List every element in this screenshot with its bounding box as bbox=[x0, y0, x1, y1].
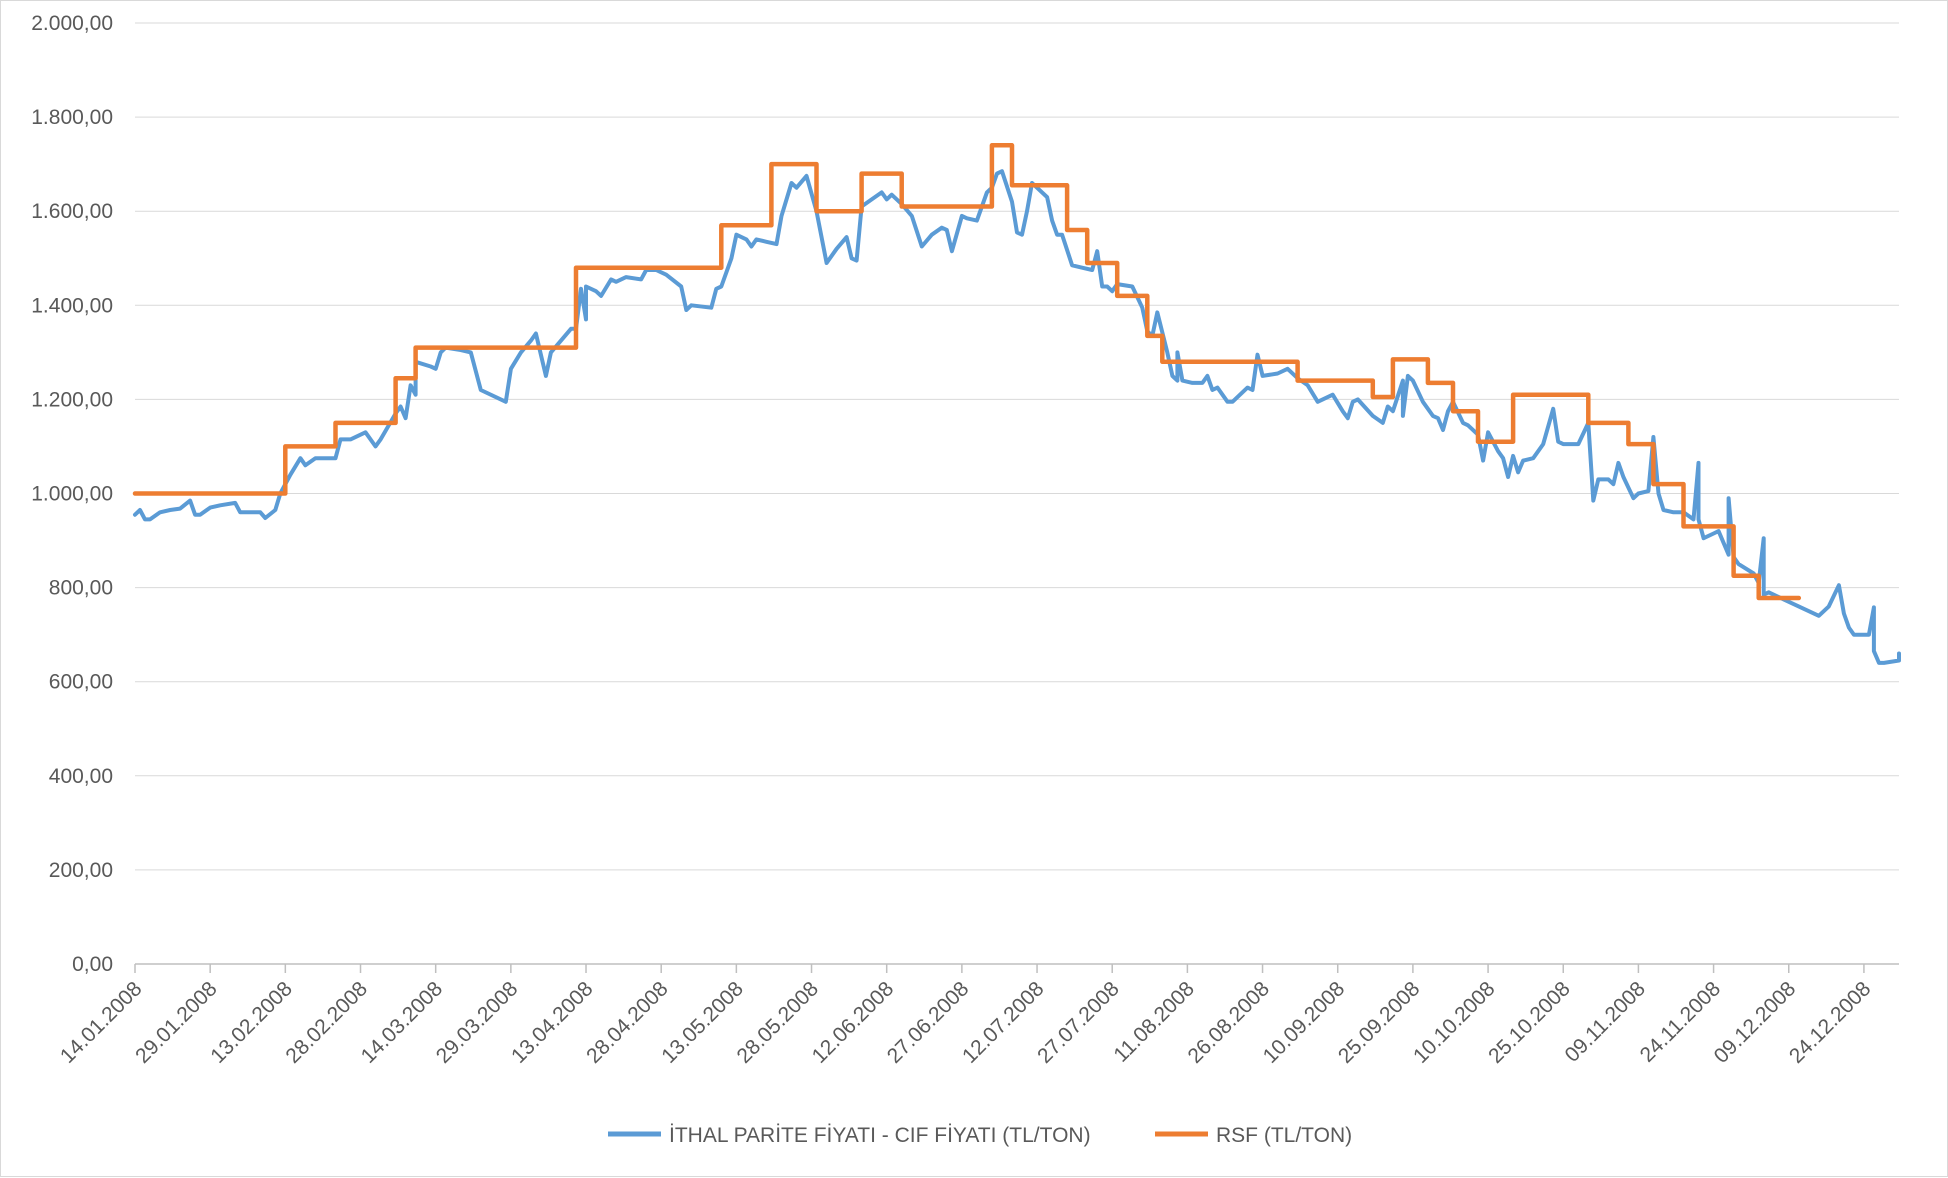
y-tick-label: 1.200,00 bbox=[31, 388, 113, 411]
y-tick-label: 600,00 bbox=[49, 671, 113, 694]
y-axis: 0,00 200,00 400,00 600,00 800,00 1.000,00 1.20… bbox=[31, 12, 113, 976]
x-tick-label: 25.10.2008 bbox=[1484, 977, 1575, 1068]
series-lines bbox=[132, 143, 1901, 665]
y-tick-label: 800,00 bbox=[49, 577, 113, 600]
y-tick-label: 1.400,00 bbox=[31, 294, 113, 317]
gridlines bbox=[135, 22, 1899, 871]
y-tick-label: 1.000,00 bbox=[31, 483, 113, 506]
x-axis: 14.01.200829.01.200813.02.200828.02.2008… bbox=[56, 963, 1899, 1068]
y-tick-label: 1.600,00 bbox=[31, 200, 113, 223]
y-tick-label: 400,00 bbox=[49, 765, 113, 788]
x-tick-label: 24.12.2008 bbox=[1785, 977, 1876, 1068]
y-tick-label: 200,00 bbox=[49, 859, 113, 882]
y-tick-label: 0,00 bbox=[72, 953, 113, 976]
legend-label-rsf: RSF (TL/TON) bbox=[1216, 1124, 1352, 1147]
y-tick-label: 2.000,00 bbox=[31, 12, 113, 35]
y-tick-label: 1.800,00 bbox=[31, 106, 113, 129]
x-tick-label: 27.07.2008 bbox=[1033, 977, 1124, 1068]
series-line-ithal-parite bbox=[133, 169, 1901, 665]
series-line-rsf bbox=[132, 143, 1802, 601]
legend-label-ithal-parite: İTHAL PARİTE FİYATI - CIF FİYATI (TL/TON… bbox=[669, 1124, 1091, 1147]
legend: İTHAL PARİTE FİYATI - CIF FİYATI (TL/TON… bbox=[608, 1124, 1352, 1147]
x-tick-label: 09.11.2008 bbox=[1560, 977, 1649, 1066]
